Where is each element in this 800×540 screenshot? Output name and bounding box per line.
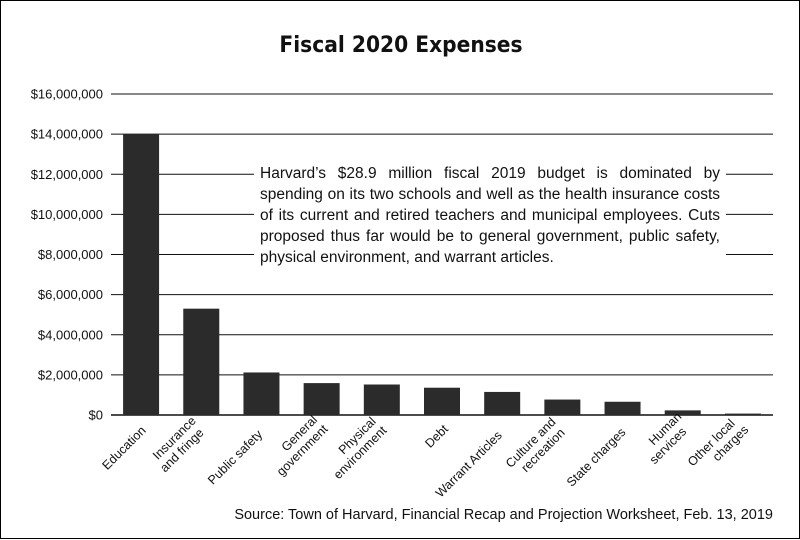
bar bbox=[724, 413, 761, 415]
x-tick-label: Other localcharges bbox=[685, 413, 751, 479]
bar bbox=[243, 372, 280, 415]
y-tick-label: $16,000,000 bbox=[31, 87, 103, 102]
bar bbox=[544, 399, 581, 415]
bar bbox=[123, 134, 160, 415]
bar bbox=[363, 384, 400, 415]
bar bbox=[604, 401, 641, 415]
chart-annotation: Harvard’s $28.9 million fiscal 2019 budg… bbox=[254, 157, 726, 274]
bar bbox=[303, 383, 340, 415]
x-tick-label: Culture andrecreation bbox=[503, 415, 569, 481]
x-tick-label: Education bbox=[99, 423, 148, 472]
x-tick-label: Insuranceand fringe bbox=[147, 414, 208, 475]
x-tick-label: Physicalenvironment bbox=[321, 413, 390, 482]
y-tick-label: $14,000,000 bbox=[31, 127, 103, 142]
y-tick-label: $10,000,000 bbox=[31, 207, 103, 222]
source-note: Source: Town of Harvard, Financial Recap… bbox=[234, 507, 773, 523]
y-tick-label: $0 bbox=[89, 408, 103, 423]
y-tick-label: $2,000,000 bbox=[38, 367, 103, 382]
y-tick-label: $8,000,000 bbox=[38, 247, 103, 262]
x-tick-label: Public safety bbox=[205, 427, 266, 488]
bar bbox=[664, 410, 701, 415]
x-tick-label: Generalgovernment bbox=[264, 412, 331, 479]
chart-title: Fiscal 2020 Expenses bbox=[279, 33, 523, 58]
x-tick-label: State charges bbox=[564, 425, 628, 489]
y-tick-label: $4,000,000 bbox=[38, 327, 103, 342]
y-tick-label: $12,000,000 bbox=[31, 167, 103, 182]
y-tick-label: $6,000,000 bbox=[38, 287, 103, 302]
x-tick-label: Debt bbox=[422, 422, 451, 451]
bar bbox=[484, 391, 521, 415]
bar bbox=[183, 308, 220, 415]
bar bbox=[424, 387, 460, 415]
